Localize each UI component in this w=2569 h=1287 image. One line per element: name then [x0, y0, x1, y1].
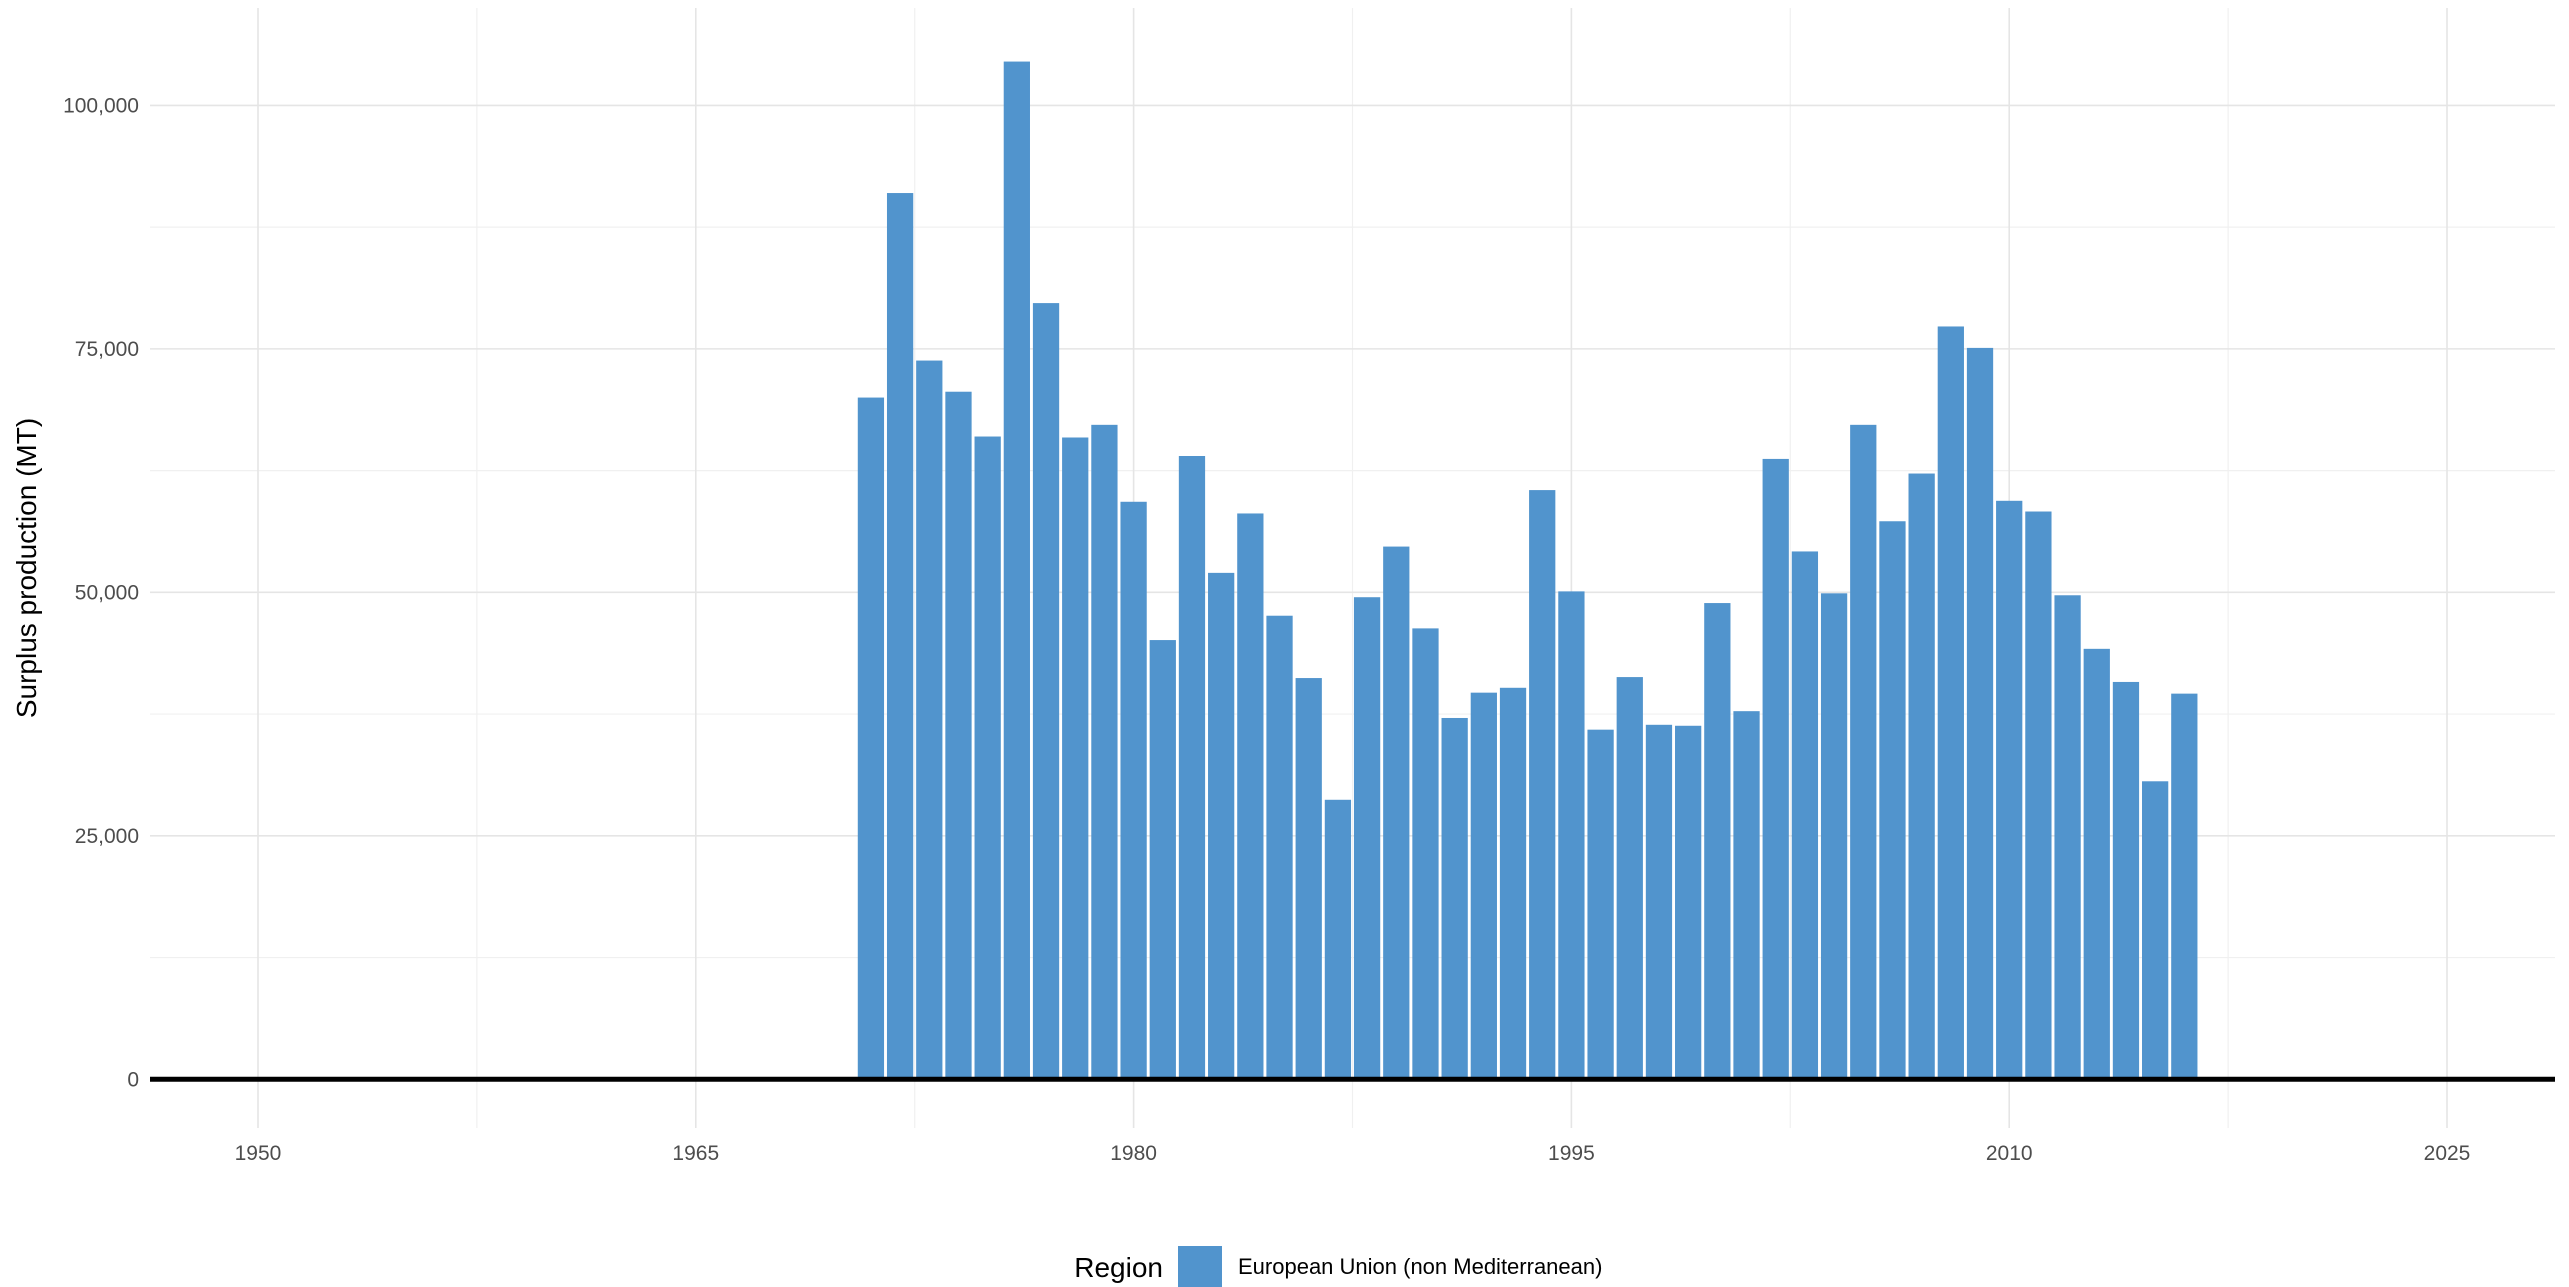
bar-1981 [1149, 640, 1176, 1080]
bar-2002 [1762, 458, 1789, 1080]
bar-1992 [1470, 692, 1497, 1080]
legend-swatch [1178, 1246, 1222, 1287]
bar-2014 [2112, 681, 2140, 1080]
bar-1993 [1499, 687, 1527, 1080]
bar-2010 [1996, 500, 2023, 1080]
bar-1971 [857, 397, 885, 1080]
legend-title: Region [1074, 1252, 1163, 1283]
bar-1972 [886, 193, 914, 1080]
y-tick-label: 75,000 [75, 338, 139, 361]
bar-2005 [1850, 424, 1877, 1080]
y-tick-label: 50,000 [75, 581, 139, 604]
bar-2007 [1908, 473, 1935, 1080]
bar-1985 [1266, 615, 1293, 1080]
axes: 1950 1965 1980 1995 2010 2025 0 25,000 50,000 75,… [11, 94, 2555, 1165]
y-axis-title: Surplus production (MT) [11, 418, 42, 718]
bar-2016 [2171, 693, 2198, 1080]
bar-2012 [2054, 595, 2081, 1080]
bar-1986 [1295, 678, 1322, 1080]
bar-1984 [1237, 513, 1264, 1080]
bar-1983 [1208, 572, 1235, 1080]
y-tick-label: 0 [127, 1068, 139, 1091]
bar-1974 [945, 391, 972, 1080]
bar-1991 [1441, 717, 1468, 1080]
bar-2003 [1791, 551, 1819, 1080]
bar-2006 [1879, 521, 1906, 1080]
bar-1990 [1412, 628, 1439, 1080]
bar-2011 [2025, 511, 2052, 1080]
bar-2004 [1820, 593, 1848, 1080]
bar-1979 [1091, 424, 1118, 1080]
bar-1989 [1383, 546, 1410, 1080]
bar-2013 [2083, 648, 2110, 1080]
bar-1994 [1529, 490, 1556, 1080]
bar-1998 [1645, 724, 1673, 1080]
x-tick-label: 2025 [2424, 1142, 2471, 1165]
x-tick-label: 1995 [1548, 1142, 1595, 1165]
x-tick-label: 2010 [1986, 1142, 2033, 1165]
bar-1978 [1062, 437, 1089, 1080]
bar-2015 [2142, 781, 2169, 1080]
x-tick-label: 1950 [235, 1142, 282, 1165]
bar-2009 [1966, 347, 1994, 1080]
bar-2000 [1704, 603, 1731, 1080]
bar-1987 [1324, 799, 1352, 1080]
bar-1995 [1558, 591, 1585, 1080]
bar-1996 [1587, 729, 1614, 1080]
bar-1973 [916, 360, 943, 1080]
legend-label: European Union (non Mediterranean) [1238, 1254, 1602, 1279]
bar-2001 [1733, 711, 1760, 1080]
legend: Region European Union (non Mediterranean) [1074, 1246, 1602, 1287]
bars [857, 61, 2198, 1080]
bar-1977 [1032, 303, 1060, 1080]
bar-1982 [1178, 456, 1206, 1080]
bar-1999 [1675, 725, 1702, 1080]
bar-2008 [1937, 326, 1964, 1080]
bar-1988 [1353, 597, 1381, 1080]
y-tick-label: 100,000 [63, 94, 139, 117]
x-tick-label: 1980 [1110, 1142, 1157, 1165]
bar-1980 [1120, 501, 1147, 1080]
x-tick-label: 1965 [672, 1142, 719, 1165]
bar-1975 [974, 436, 1001, 1080]
bar-1997 [1616, 677, 1643, 1080]
y-tick-label: 25,000 [75, 825, 139, 848]
bar-1976 [1003, 61, 1030, 1080]
